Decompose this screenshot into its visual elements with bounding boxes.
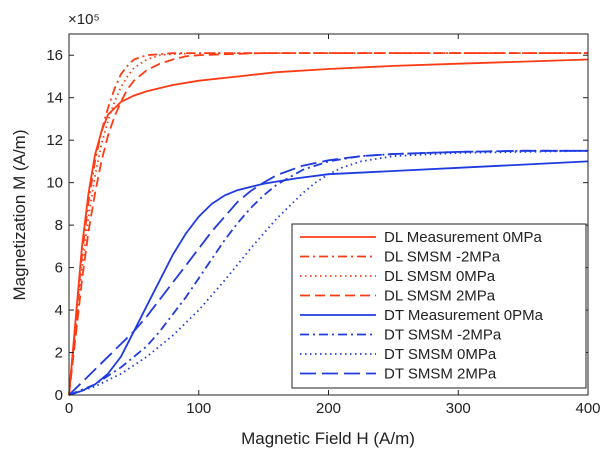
series-line-2 <box>68 52 588 396</box>
y-tick-label: 2 <box>55 345 63 362</box>
legend-label: DL Measurement 0MPa <box>384 229 543 246</box>
y-multiplier-label: ×10⁵ <box>68 11 100 28</box>
series-line-4 <box>68 52 588 396</box>
legend-label: DL SMSM 2MPa <box>384 288 496 305</box>
y-tick-label: 10 <box>46 175 63 192</box>
y-tick-label: 14 <box>46 90 63 107</box>
series-line-8 <box>68 149 588 396</box>
legend: DL Measurement 0MPa DL SMSM -2MPa DL SMSM … <box>291 223 587 389</box>
x-tick-label: 400 <box>575 400 600 417</box>
axes-layer: 0 100 200 300 400 0 2 4 6 8 10 12 14 16 <box>46 33 601 417</box>
y-tick-label: 6 <box>55 260 63 277</box>
y-tick-label: 12 <box>46 132 63 149</box>
x-tick-label: 0 <box>65 400 73 417</box>
legend-box <box>291 223 587 389</box>
legend-label: DT SMSM -2MPa <box>384 327 502 344</box>
series-line-6 <box>68 149 588 396</box>
x-tick-label: 300 <box>446 400 471 417</box>
y-axis-label: Magnetization M (A/m) <box>10 130 29 301</box>
series-line-3 <box>68 52 588 396</box>
legend-label: DT SMSM 2MPa <box>384 366 497 383</box>
series-line-5 <box>68 160 589 396</box>
y-tick-label: 4 <box>55 302 63 319</box>
legend-label: DT SMSM 0MPa <box>384 346 497 363</box>
series-line-1 <box>68 58 589 396</box>
x-axis-label: Magnetic Field H (A/m) <box>241 429 415 448</box>
x-tick-label: 200 <box>316 400 341 417</box>
legend-label: DT Measurement 0PMa <box>384 307 544 324</box>
series-line-7 <box>68 149 589 396</box>
x-tick-label: 100 <box>186 400 211 417</box>
series-layer <box>68 52 589 396</box>
legend-label: DL SMSM -2MPa <box>384 249 501 266</box>
y-tick-label: 8 <box>55 217 63 234</box>
legend-label: DL SMSM 0MPa <box>384 268 496 285</box>
y-tick-label: 16 <box>46 47 63 64</box>
y-tick-label: 0 <box>55 387 63 404</box>
